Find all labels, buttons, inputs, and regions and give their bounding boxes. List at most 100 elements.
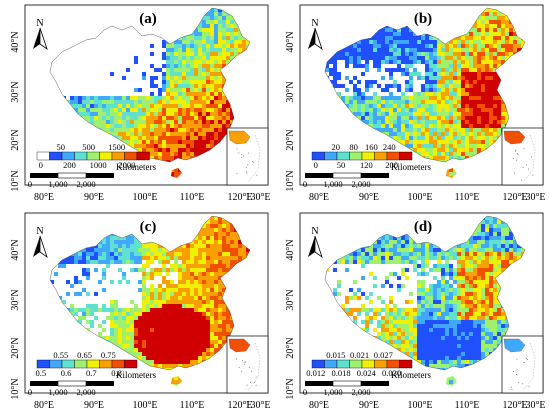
legend-bottom-tick: 0.7 xyxy=(86,368,97,378)
scale-bar xyxy=(305,380,389,387)
latitude-label: 20°N xyxy=(285,337,296,358)
north-arrow-icon xyxy=(33,235,48,259)
north-label: N xyxy=(36,226,43,237)
scale-bar xyxy=(30,172,114,179)
scale-bar xyxy=(30,380,114,387)
map-panel-d: (d) N 40°N 30°N 20°N 10°N 80°E 90°E 100°E 110°E 12… xyxy=(275,208,550,415)
legend-swatch xyxy=(61,359,75,369)
scale-unit-label: Kilometers xyxy=(116,162,156,172)
latitude-label: 10°N xyxy=(10,378,21,399)
longitude-label: 120°E xyxy=(502,400,527,411)
legend-swatch xyxy=(49,151,63,161)
latitude-label: 10°N xyxy=(10,170,21,191)
legend-swatch xyxy=(374,359,388,369)
legend-top-tick: 240 xyxy=(383,142,396,152)
legend-swatch xyxy=(111,151,125,161)
legend-swatch xyxy=(349,151,363,161)
legend-top-tick: 0.015 xyxy=(326,350,345,360)
legend-swatch xyxy=(311,151,325,161)
legend-top-tick: 0.75 xyxy=(101,350,116,360)
north-label: N xyxy=(311,18,318,29)
latitude-label: 40°N xyxy=(10,31,21,52)
latitude-label: 20°N xyxy=(10,129,21,150)
country-outline xyxy=(324,215,526,371)
scale-tick: 1,000 xyxy=(323,179,342,189)
inset-map xyxy=(501,335,544,394)
north-arrow-icon xyxy=(33,27,48,51)
scale-tick: 1,000 xyxy=(323,387,342,397)
legend-swatch xyxy=(99,151,113,161)
scale-tick: 1,000 xyxy=(48,387,67,397)
legend-swatch xyxy=(49,359,63,369)
legend-swatch xyxy=(336,359,350,369)
legend-swatch xyxy=(36,359,50,369)
longitude-label: 80°E xyxy=(34,192,54,203)
legend-top-tick: 160 xyxy=(365,142,378,152)
legend-bottom-tick: 50 xyxy=(337,160,346,170)
legend-bottom-tick: 120 xyxy=(360,160,373,170)
scale-tick: 2,000 xyxy=(351,179,370,189)
legend-top-tick: 0.55 xyxy=(53,350,68,360)
legend-bottom-tick: 0.012 xyxy=(306,368,325,378)
panel-label: (b) xyxy=(414,11,432,27)
longitude-label: 90°E xyxy=(359,192,379,203)
longitude-label: 100°E xyxy=(407,400,432,411)
legend-swatch xyxy=(386,359,400,369)
longitude-label: 130°E xyxy=(245,192,270,203)
legend-swatch xyxy=(124,151,138,161)
longitude-label: 120°E xyxy=(502,192,527,203)
legend-swatch xyxy=(311,359,325,369)
longitude-label: 130°E xyxy=(520,400,545,411)
legend-colorbar xyxy=(311,359,413,369)
legend-top-tick: 20 xyxy=(332,142,341,152)
map-svg-a: (a) N 40°N 30°N 20°N 10°N 80°E 90°E 100°E 110°E 12… xyxy=(10,4,271,203)
legend-top-tick: 0.027 xyxy=(374,350,393,360)
scale-bar xyxy=(305,172,389,179)
legend-top-tick: 1500 xyxy=(108,142,125,152)
map-panel-a: (a) N 40°N 30°N 20°N 10°N 80°E 90°E 100°E 110°E 12… xyxy=(0,0,275,207)
map-svg-d: (d) N 40°N 30°N 20°N 10°N 80°E 90°E 100°E 110°E 12… xyxy=(285,212,546,411)
latitude-label: 30°N xyxy=(285,289,296,310)
map-panel-b: (b) N 40°N 30°N 20°N 10°N 80°E 90°E 100°E 110°E 12… xyxy=(275,0,550,207)
scale-tick: 0 xyxy=(28,387,32,397)
legend-swatch xyxy=(136,151,150,161)
legend-swatch xyxy=(324,359,338,369)
panel-label: (a) xyxy=(139,11,157,27)
legend-bottom-tick: 0.8 xyxy=(111,368,122,378)
legend-swatch xyxy=(399,151,413,161)
country-outline xyxy=(49,215,251,371)
country-outline xyxy=(324,7,526,163)
latitude-label: 40°N xyxy=(10,239,21,260)
north-label: N xyxy=(36,18,43,29)
legend-bottom-tick: 0 xyxy=(39,160,43,170)
scale-tick: 0 xyxy=(28,179,32,189)
legend-top-tick: 500 xyxy=(82,142,95,152)
longitude-label: 100°E xyxy=(132,400,157,411)
legend-swatch xyxy=(336,151,350,161)
legend-bottom-tick: 0.018 xyxy=(331,368,350,378)
map-svg-c: (c) N 40°N 30°N 20°N 10°N 80°E 90°E 100°E 110°E 12… xyxy=(10,212,271,411)
longitude-label: 100°E xyxy=(407,192,432,203)
longitude-label: 120°E xyxy=(227,192,252,203)
legend-colorbar xyxy=(36,151,150,161)
legend-swatch xyxy=(361,151,375,161)
legend-swatch xyxy=(61,151,75,161)
latitude-label: 30°N xyxy=(285,81,296,102)
legend-bottom-tick: 0.024 xyxy=(357,368,377,378)
legend-top-tick: 50 xyxy=(57,142,66,152)
legend-swatch xyxy=(74,359,88,369)
map-panel-c: (c) N 40°N 30°N 20°N 10°N 80°E 90°E 100°E 110°E 12… xyxy=(0,208,275,415)
legend-swatch xyxy=(349,359,363,369)
scale-unit-label: Kilometers xyxy=(116,370,156,380)
legend-bottom-tick: 200 xyxy=(385,160,398,170)
north-arrow-icon xyxy=(308,235,323,259)
longitude-label: 110°E xyxy=(180,192,205,203)
legend-colorbar xyxy=(36,359,138,369)
legend-bottom-tick: 0.6 xyxy=(61,368,72,378)
legend-swatch xyxy=(111,359,125,369)
legend-swatch xyxy=(36,151,50,161)
legend-swatch xyxy=(86,151,100,161)
scale-tick: 2,000 xyxy=(76,179,95,189)
longitude-label: 110°E xyxy=(180,400,205,411)
